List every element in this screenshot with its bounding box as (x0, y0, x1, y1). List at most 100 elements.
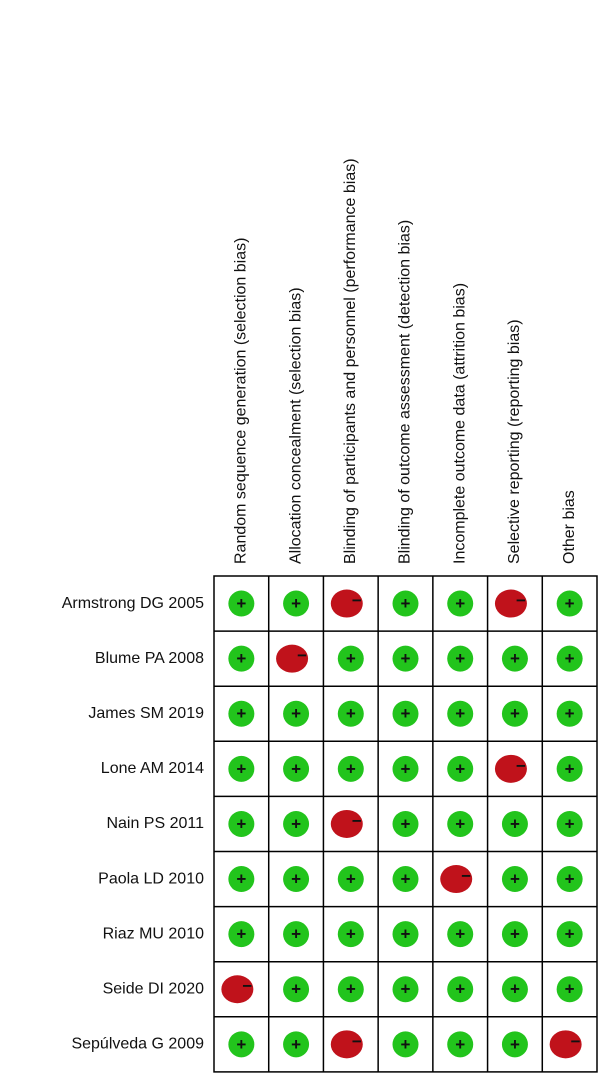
judgment-symbol: + (510, 814, 520, 833)
judgment-symbol: − (516, 591, 526, 610)
judgment-symbol: + (236, 925, 246, 944)
judgment-icon (556, 976, 583, 1003)
judgment-symbol: + (565, 870, 575, 889)
judgment-icon (392, 976, 419, 1003)
judgment-icon (392, 1031, 419, 1058)
judgment-symbol: + (455, 980, 465, 999)
judgment-symbol: + (291, 814, 301, 833)
judgment-icon (556, 755, 583, 782)
judgment-icon (447, 645, 474, 672)
judgment-icon (447, 921, 474, 948)
judgment-icon (283, 921, 310, 948)
judgment-icon (447, 810, 474, 837)
judgment-icon (276, 644, 309, 673)
judgment-icon (556, 866, 583, 893)
judgment-icon (221, 975, 254, 1004)
domain-label: Blinding of participants and personnel (… (342, 158, 359, 564)
judgment-symbol: + (346, 925, 356, 944)
judgment-symbol: + (401, 870, 411, 889)
judgment-symbol: + (236, 1035, 246, 1054)
domain-label: Incomplete outcome data (attrition bias) (451, 283, 468, 564)
judgment-symbol: + (510, 980, 520, 999)
judgment-icon (283, 1031, 310, 1058)
judgment-icon (556, 810, 583, 837)
judgment-icon (447, 976, 474, 1003)
judgment-icon (283, 590, 310, 617)
judgment-icon (501, 976, 528, 1003)
judgment-symbol: + (236, 870, 246, 889)
judgment-symbol: + (346, 649, 356, 668)
judgment-icon (556, 921, 583, 948)
judgment-symbol: + (455, 704, 465, 723)
grid-border (213, 575, 598, 1073)
judgment-icon (392, 810, 419, 837)
judgment-icon (228, 590, 255, 617)
judgment-symbol: + (565, 980, 575, 999)
judgment-symbol: + (291, 1035, 301, 1054)
judgment-symbol: − (516, 756, 526, 775)
judgment-icon (283, 866, 310, 893)
study-label: Nain PS 2011 (106, 815, 204, 832)
judgment-symbol: + (565, 814, 575, 833)
judgment-symbol: + (291, 925, 301, 944)
judgment-icon (392, 645, 419, 672)
judgment-symbol: + (401, 1035, 411, 1054)
judgment-icon (494, 589, 527, 618)
study-label: Riaz MU 2010 (103, 925, 204, 942)
judgment-icon (337, 645, 364, 672)
judgment-icon (440, 865, 473, 894)
judgment-icon (447, 590, 474, 617)
judgment-icon (501, 921, 528, 948)
judgment-symbol: + (291, 594, 301, 613)
judgment-icon (228, 645, 255, 672)
judgment-icon (337, 866, 364, 893)
judgment-symbol: + (401, 594, 411, 613)
judgment-icon (392, 700, 419, 727)
judgment-icon (556, 645, 583, 672)
judgment-icon (228, 866, 255, 893)
judgment-icon (501, 866, 528, 893)
judgment-symbol: + (236, 814, 246, 833)
judgment-icon (283, 755, 310, 782)
judgment-icon (337, 921, 364, 948)
judgment-symbol: + (236, 594, 246, 613)
judgment-icon (392, 755, 419, 782)
judgment-icon (330, 589, 363, 618)
judgment-icon (549, 1030, 582, 1059)
judgment-symbol: + (510, 870, 520, 889)
judgment-symbol: + (401, 980, 411, 999)
judgment-icon (330, 809, 363, 838)
judgment-symbol: + (565, 704, 575, 723)
judgment-symbol: + (565, 594, 575, 613)
judgment-symbol: − (461, 867, 471, 886)
judgment-symbol: − (352, 591, 362, 610)
judgment-icon (392, 921, 419, 948)
judgment-symbol: + (510, 925, 520, 944)
judgment-icon (392, 590, 419, 617)
judgment-icon (337, 755, 364, 782)
judgment-symbol: + (401, 925, 411, 944)
judgment-icon (283, 700, 310, 727)
judgment-symbol: + (291, 980, 301, 999)
judgment-icon (447, 755, 474, 782)
judgment-symbol: + (455, 649, 465, 668)
judgment-symbol: + (401, 649, 411, 668)
judgment-icon (337, 976, 364, 1003)
judgment-symbol: + (236, 704, 246, 723)
judgment-icon (556, 700, 583, 727)
study-label: Seide DI 2020 (103, 980, 205, 997)
judgment-symbol: + (455, 925, 465, 944)
judgment-icon (228, 810, 255, 837)
domain-label: Other bias (561, 490, 578, 564)
judgment-symbol: + (510, 704, 520, 723)
study-label: James SM 2019 (88, 705, 204, 722)
study-label: Paola LD 2010 (98, 870, 204, 887)
judgment-symbol: − (571, 1032, 581, 1051)
judgment-symbol: − (242, 977, 252, 996)
study-label: Lone AM 2014 (101, 760, 204, 777)
judgment-symbol: + (455, 814, 465, 833)
study-label: Armstrong DG 2005 (62, 595, 204, 612)
judgment-symbol: + (455, 594, 465, 613)
judgment-symbol: + (401, 814, 411, 833)
